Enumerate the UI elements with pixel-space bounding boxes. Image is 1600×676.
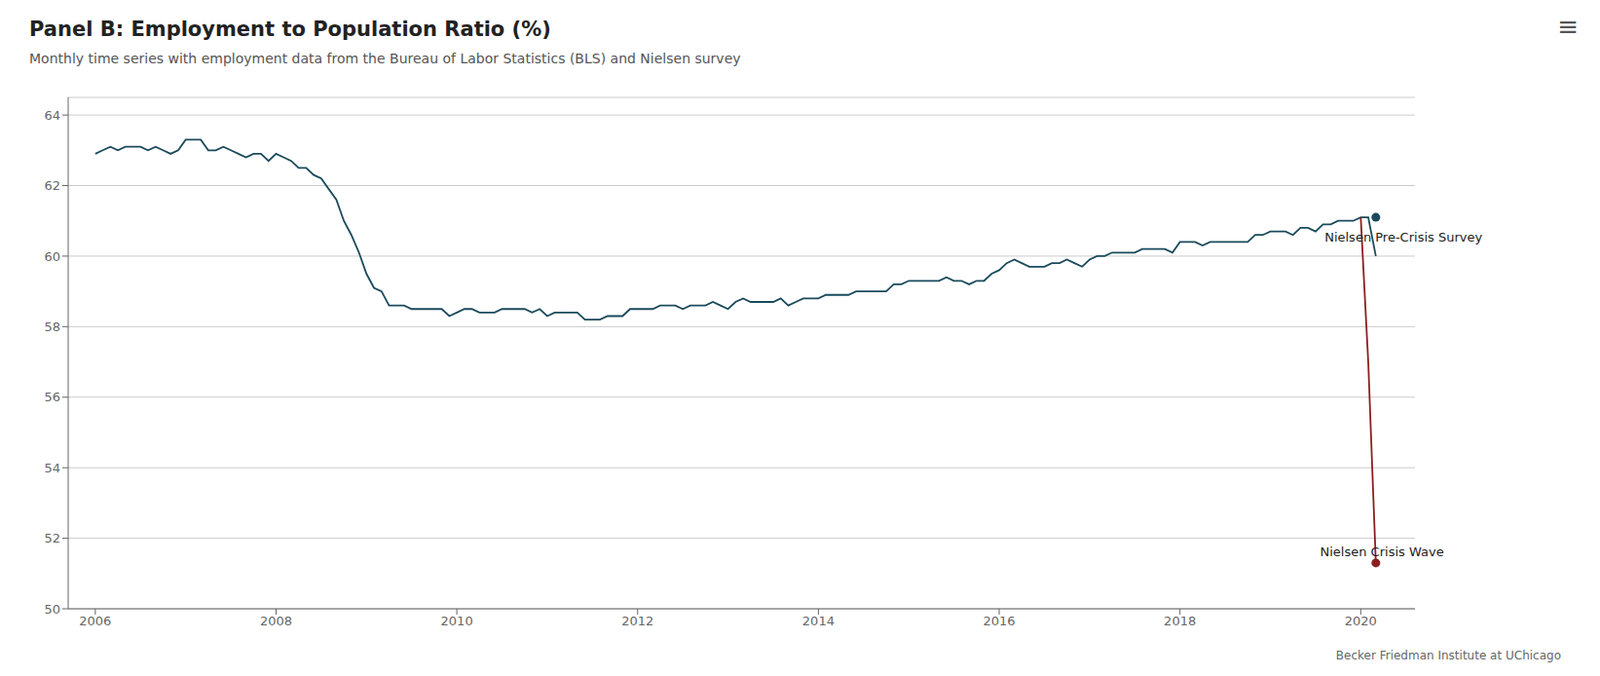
svg-text:2020: 2020 xyxy=(1344,613,1377,629)
svg-text:50: 50 xyxy=(43,601,61,617)
svg-text:2006: 2006 xyxy=(78,613,112,629)
svg-text:60: 60 xyxy=(43,249,61,264)
svg-text:58: 58 xyxy=(43,319,61,335)
svg-text:62: 62 xyxy=(43,178,61,193)
svg-text:2010: 2010 xyxy=(441,613,474,629)
svg-text:2016: 2016 xyxy=(982,613,1015,629)
svg-text:54: 54 xyxy=(43,460,61,476)
svg-text:2012: 2012 xyxy=(621,613,654,629)
svg-text:2018: 2018 xyxy=(1163,613,1196,629)
svg-text:52: 52 xyxy=(43,530,61,546)
html-text:Monthly time series with emplo: Monthly time series with employment data… xyxy=(29,50,741,67)
svg-text:Nielsen Crisis Wave: Nielsen Crisis Wave xyxy=(1320,544,1445,559)
html-text:Becker Friedman Institute at U: Becker Friedman Institute at UChicago xyxy=(1335,648,1562,663)
svg-text:64: 64 xyxy=(43,108,61,123)
html-text:Panel B: Employment to Populat: Panel B: Employment to Population Ratio … xyxy=(29,17,551,41)
svg-text:Nielsen Pre-Crisis Survey: Nielsen Pre-Crisis Survey xyxy=(1324,229,1483,245)
svg-text:2008: 2008 xyxy=(260,613,293,629)
svg-text:2014: 2014 xyxy=(802,613,835,629)
svg-text:56: 56 xyxy=(43,389,61,405)
